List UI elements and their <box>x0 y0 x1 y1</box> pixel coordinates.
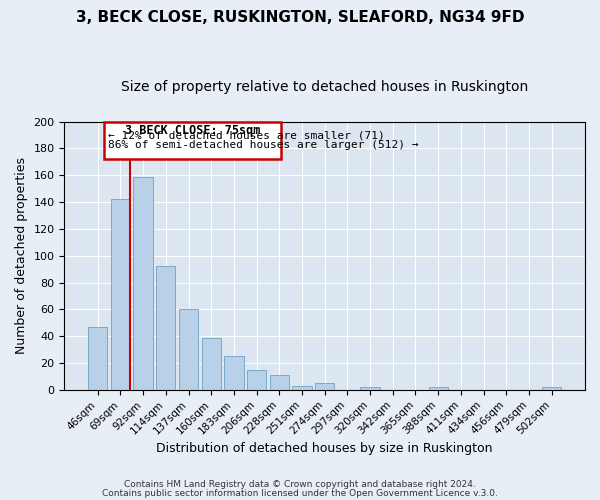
Bar <box>292 386 311 390</box>
Text: 3 BECK CLOSE: 75sqm: 3 BECK CLOSE: 75sqm <box>125 124 260 137</box>
X-axis label: Distribution of detached houses by size in Ruskington: Distribution of detached houses by size … <box>157 442 493 455</box>
Text: 86% of semi-detached houses are larger (512) →: 86% of semi-detached houses are larger (… <box>108 140 418 150</box>
Y-axis label: Number of detached properties: Number of detached properties <box>15 157 28 354</box>
Bar <box>111 200 130 390</box>
Bar <box>224 356 244 390</box>
Text: Contains public sector information licensed under the Open Government Licence v.: Contains public sector information licen… <box>102 488 498 498</box>
Bar <box>269 375 289 390</box>
Bar <box>179 310 198 390</box>
Bar <box>247 370 266 390</box>
Bar <box>133 176 153 390</box>
Text: ← 12% of detached houses are smaller (71): ← 12% of detached houses are smaller (71… <box>108 131 385 141</box>
Bar <box>361 387 380 390</box>
Bar <box>202 338 221 390</box>
Bar <box>315 383 334 390</box>
Text: Contains HM Land Registry data © Crown copyright and database right 2024.: Contains HM Land Registry data © Crown c… <box>124 480 476 489</box>
Bar <box>542 387 562 390</box>
FancyBboxPatch shape <box>104 122 281 159</box>
Text: 3, BECK CLOSE, RUSKINGTON, SLEAFORD, NG34 9FD: 3, BECK CLOSE, RUSKINGTON, SLEAFORD, NG3… <box>76 10 524 25</box>
Bar <box>88 327 107 390</box>
Title: Size of property relative to detached houses in Ruskington: Size of property relative to detached ho… <box>121 80 529 94</box>
Bar <box>428 387 448 390</box>
Bar <box>156 266 175 390</box>
